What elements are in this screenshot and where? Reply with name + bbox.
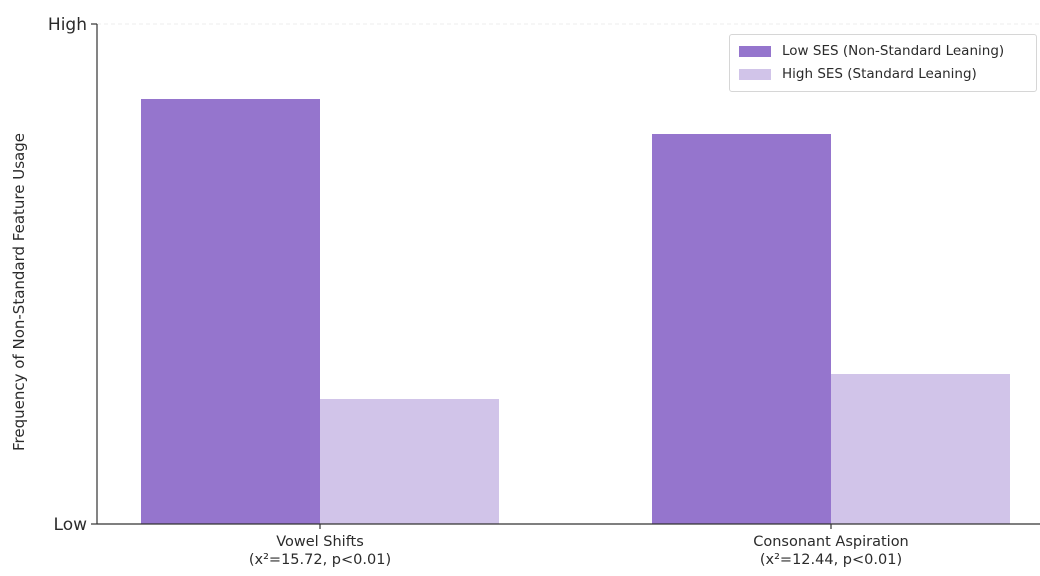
- bar-low-ses-vowel-shifts: [141, 99, 320, 524]
- legend: Low SES (Non-Standard Leaning) High SES …: [729, 34, 1037, 92]
- bar-high-ses-consonant-aspiration: [831, 374, 1010, 524]
- y-axis-label: Frequency of Non-Standard Feature Usage: [10, 133, 28, 451]
- bars-group: [141, 99, 1010, 524]
- y-tick-label-high: High: [48, 15, 87, 35]
- x-tick-stat-label: (x²=12.44, p<0.01): [760, 552, 902, 568]
- bar-high-ses-vowel-shifts: [320, 399, 499, 524]
- legend-label-high-ses: High SES (Standard Leaning): [782, 66, 977, 82]
- legend-item-low-ses: Low SES (Non-Standard Leaning): [739, 41, 1004, 61]
- legend-item-high-ses: High SES (Standard Leaning): [739, 64, 977, 84]
- legend-swatch-high-ses: [739, 68, 771, 80]
- x-tick-label: Vowel Shifts: [276, 534, 364, 550]
- x-labels-group: Vowel Shifts (x²=15.72, p<0.01) Consonant …: [249, 524, 909, 568]
- y-ticks-group: Low High: [48, 15, 97, 535]
- x-tick-stat-label: (x²=15.72, p<0.01): [249, 552, 391, 568]
- y-tick-label-low: Low: [54, 515, 88, 535]
- legend-swatch-low-ses: [739, 45, 771, 57]
- x-tick-label: Consonant Aspiration: [753, 534, 909, 550]
- legend-label-low-ses: Low SES (Non-Standard Leaning): [782, 43, 1005, 59]
- bar-low-ses-consonant-aspiration: [652, 134, 831, 524]
